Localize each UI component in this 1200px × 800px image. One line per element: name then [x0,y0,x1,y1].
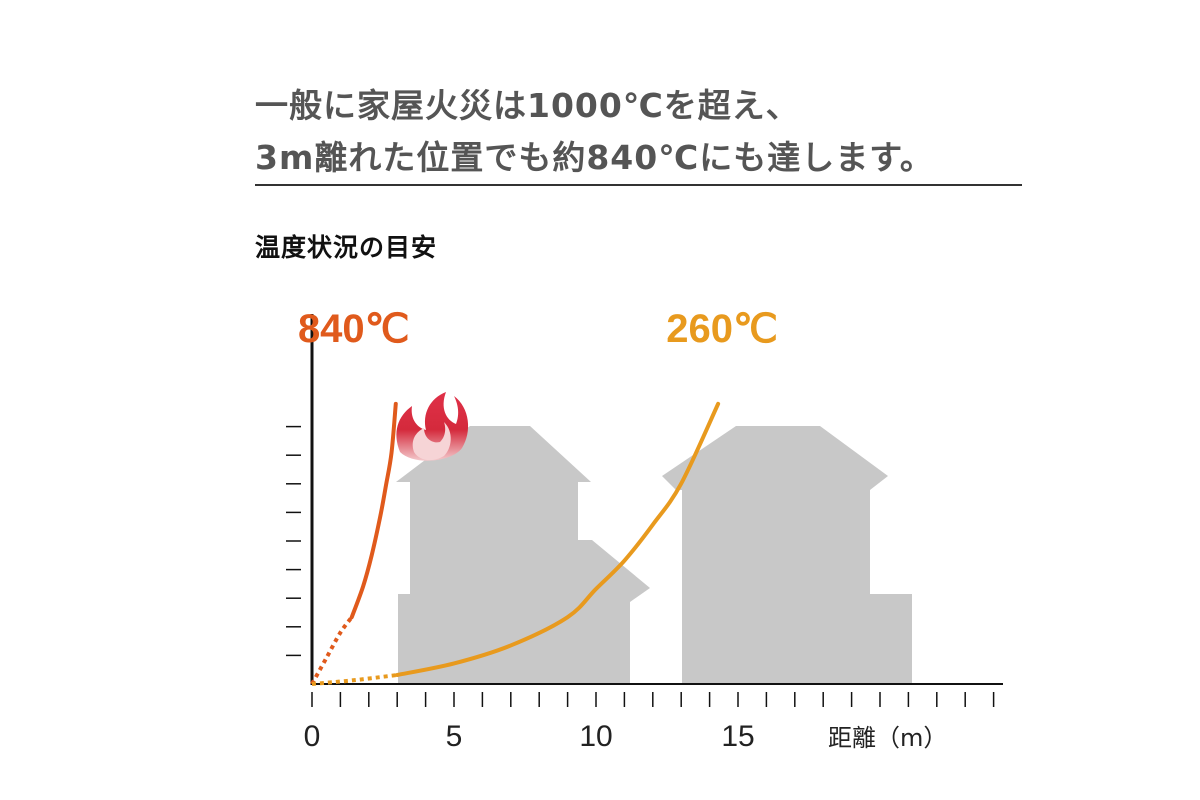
x-tick-label: 5 [446,720,463,753]
headline: 一般に家屋火災は1000℃を超え、 3m離れた位置でも約840℃にも達します。 [255,80,1055,184]
series-line [395,401,721,678]
x-tick-label: 15 [721,720,754,753]
flame-icon [396,392,469,461]
house-icon-left [396,426,650,684]
headline-line-1: 一般に家屋火災は1000℃を超え、 [255,86,800,125]
chart-subtitle: 温度状況の目安 [255,233,438,262]
series-line [349,401,398,620]
chart-axes [286,314,1003,707]
divider [255,184,1022,186]
chart-labels: 0 5 10 15 距離（m） 840℃ 260℃ [298,307,947,753]
series-line-dotted [311,673,398,686]
x-tick-label: 0 [304,720,321,753]
series-label: 840℃ [298,307,410,351]
x-axis-title: 距離（m） [828,724,947,752]
chart-series [310,401,721,686]
headline-line-2: 3m離れた位置でも約840℃にも達します。 [255,138,934,177]
series-line-dotted [310,615,354,685]
x-tick-label: 10 [579,720,612,753]
house-icon-right [662,426,912,684]
series-label: 260℃ [666,307,778,351]
